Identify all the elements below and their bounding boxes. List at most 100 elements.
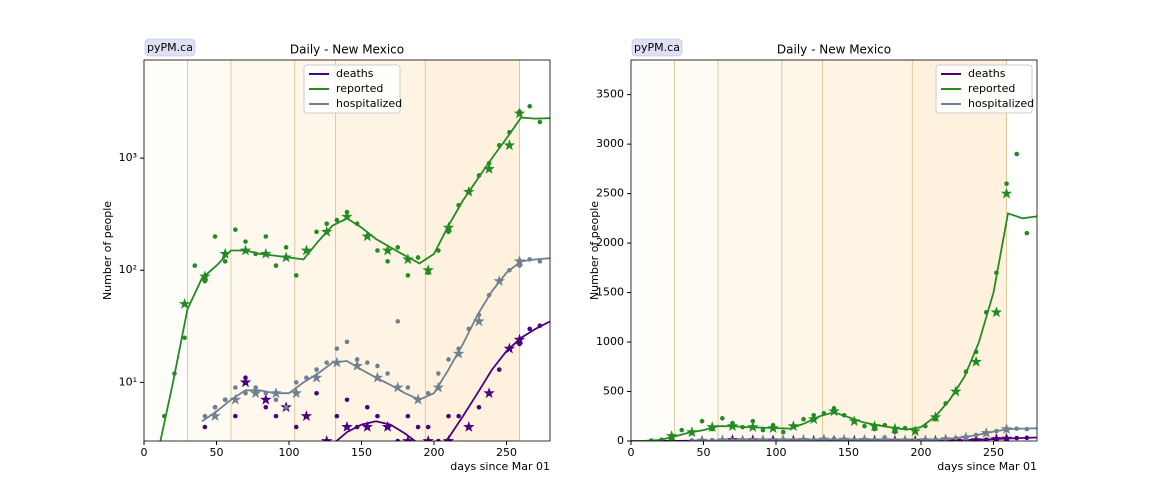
legend-label: deaths [336, 67, 374, 80]
data-point [1004, 181, 1009, 187]
star-point [209, 410, 221, 421]
data-point [476, 404, 482, 410]
star-point [392, 381, 404, 393]
data-point [527, 326, 532, 332]
x-tick-label: 200 [424, 446, 445, 459]
axes-frame [143, 59, 551, 442]
y-tick-label: 3000 [596, 137, 624, 150]
star-point [260, 247, 272, 259]
phase-band [631, 60, 675, 441]
data-point [405, 273, 411, 278]
x-tick-label: 200 [911, 446, 932, 459]
x-tick-label: 250 [983, 446, 1004, 459]
data-point [365, 404, 370, 410]
star-point [696, 434, 708, 441]
y-tick-label: 0 [617, 434, 624, 447]
y-tick-label: 10¹ [119, 375, 137, 388]
x-axis-label: days since Mar 01 [450, 460, 550, 473]
data-point [446, 413, 451, 419]
badge: pyPM.ca [147, 41, 193, 54]
star-point [422, 264, 434, 276]
data-point [699, 418, 705, 424]
badge-box [144, 38, 196, 57]
star-point [787, 420, 800, 431]
star-point [178, 298, 191, 309]
phase-band [425, 60, 520, 441]
model-line [159, 116, 550, 441]
star-point [716, 434, 729, 441]
star-point [290, 387, 302, 399]
data-point [446, 357, 451, 362]
star-point [513, 107, 526, 119]
data-point [283, 245, 289, 250]
data-point [801, 416, 806, 422]
data-point [314, 367, 319, 372]
star-point [513, 255, 526, 267]
data-point [537, 119, 543, 125]
star-point [321, 435, 333, 441]
star-point [899, 434, 911, 441]
data-point [405, 385, 411, 390]
panel: 0 50 100 150 200 2500500100015002000250030003… [588, 38, 1038, 473]
data-point [222, 397, 228, 403]
star-point [402, 435, 414, 441]
legend-label: reported [968, 82, 1015, 95]
phase-band [674, 60, 718, 441]
star-point [726, 434, 739, 441]
data-point [405, 413, 411, 419]
model-line [631, 212, 1037, 441]
data-point [436, 371, 441, 376]
data-point [425, 424, 431, 430]
legend-label: hospitalized [336, 97, 402, 110]
data-point [780, 429, 786, 435]
phase-band [144, 60, 188, 441]
star-point [828, 405, 840, 417]
data-point [212, 404, 218, 410]
data-point [760, 427, 766, 433]
data-point [344, 397, 350, 403]
legend-box [303, 64, 401, 114]
star-point [463, 421, 475, 432]
star-point [219, 247, 231, 259]
phase-band [718, 60, 782, 441]
x-tick-label: 50 [697, 446, 711, 459]
legend-label: deaths [968, 67, 1006, 80]
y-tick-label: 1000 [596, 335, 624, 348]
data-point [293, 273, 299, 278]
data-point [415, 424, 421, 430]
star-point [341, 421, 353, 432]
y-tick-label: 1500 [596, 286, 624, 299]
star-point [909, 425, 921, 436]
data-point [293, 424, 299, 430]
data-point [334, 413, 340, 419]
star-point [990, 306, 1003, 318]
x-tick-label: 150 [351, 446, 372, 459]
phase-band [781, 60, 823, 441]
data-point [456, 413, 461, 419]
data-point [314, 229, 319, 235]
data-point [233, 413, 238, 419]
data-point [324, 360, 330, 365]
data-point [202, 424, 208, 430]
x-tick-label: 0 [141, 446, 148, 459]
data-point [212, 234, 218, 239]
star-point [371, 371, 384, 383]
badge: pyPM.ca [634, 41, 680, 54]
model-line [335, 320, 550, 441]
chart-title: Daily - New Mexico [777, 43, 891, 57]
data-point [496, 367, 502, 372]
star-point [483, 387, 495, 399]
y-tick-label: 3500 [596, 88, 624, 101]
model-line [201, 257, 550, 423]
data-point [395, 319, 401, 324]
phase-band [335, 60, 426, 441]
data-point [324, 221, 330, 227]
data-point [862, 423, 867, 429]
data-point [679, 427, 685, 433]
data-point [243, 239, 248, 244]
axes-frame [630, 59, 1038, 442]
y-tick-label: 10³ [119, 151, 137, 164]
data-point [273, 413, 279, 419]
data-point [395, 438, 401, 441]
